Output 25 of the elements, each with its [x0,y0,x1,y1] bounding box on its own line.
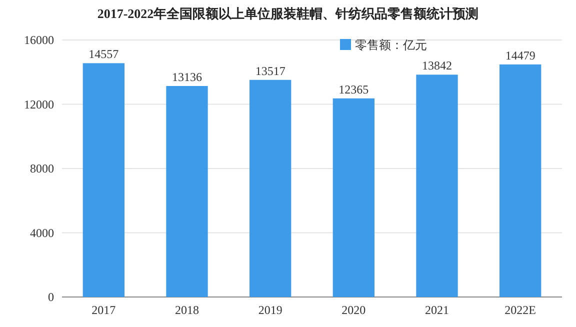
x-tick-label: 2020 [342,303,366,317]
bar [416,74,458,297]
y-tick-label: 4000 [30,226,54,240]
data-label: 13842 [422,58,452,73]
x-tick-label: 2018 [175,303,199,317]
x-tick-label: 2019 [258,303,282,317]
data-label: 13136 [172,70,202,84]
data-label: 12365 [338,82,369,96]
y-tick-label: 12000 [24,97,54,112]
x-tick-label: 2017 [92,303,116,317]
bar [250,80,292,297]
y-tick-label: 8000 [30,162,54,176]
y-tick-label: 0 [48,290,54,304]
bar [166,86,208,297]
y-tick-label: 16000 [24,33,54,47]
bar [332,98,374,297]
chart-title: 2017-2022年全国限额以上单位服装鞋帽、针纺织品零售额统计预测 [97,6,479,21]
x-tick-label: 2022E [504,303,536,317]
x-tick-label: 2021 [425,303,449,317]
data-label: 14557 [88,47,119,62]
data-label: 13517 [255,64,286,78]
legend-label: 零售额：亿元 [355,38,427,52]
bar [500,64,542,297]
data-label: 14479 [505,48,536,62]
bar [82,63,124,297]
